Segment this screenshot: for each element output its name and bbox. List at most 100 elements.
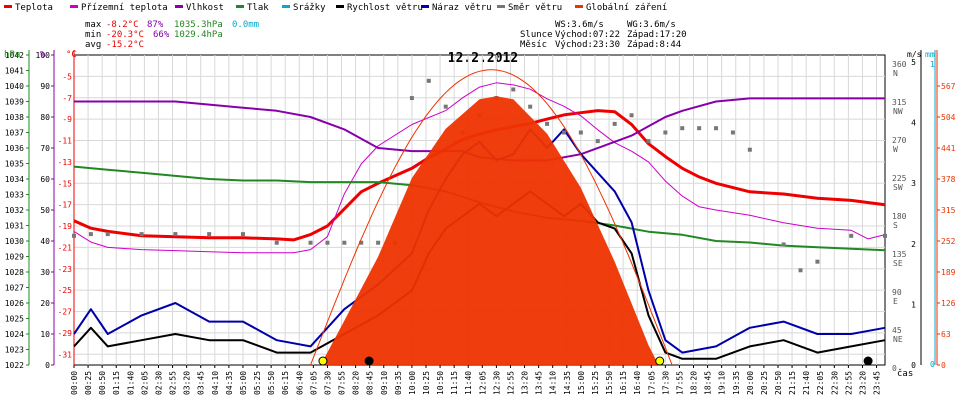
hpa-tick-label: 1030 bbox=[5, 237, 24, 246]
dir-cardinal-label: NE bbox=[893, 335, 903, 344]
ms-unit: m/s bbox=[907, 50, 922, 59]
legend-swatch bbox=[236, 5, 244, 8]
x-tick-label: 21:40 bbox=[802, 371, 811, 395]
series-smer-vetru-point bbox=[798, 268, 803, 273]
hum-tick-label: 0 bbox=[45, 361, 50, 370]
rad-tick-label: 0 bbox=[941, 361, 946, 370]
ms-tick-label: 1 bbox=[911, 300, 916, 309]
stat-avg-label: avg bbox=[85, 40, 101, 50]
stat-rain: 0.0mm bbox=[232, 20, 259, 30]
rad-tick-label: 189 bbox=[941, 268, 956, 277]
temp-tick-label: -23 bbox=[58, 265, 73, 274]
x-tick-label: 12:30 bbox=[492, 371, 501, 395]
temp-unit: °C bbox=[66, 50, 77, 60]
x-tick-label: 21:15 bbox=[788, 371, 797, 395]
x-tick-label: 06:40 bbox=[295, 371, 304, 395]
ms-tick-label: 0 bbox=[911, 361, 916, 370]
dir-cardinal-label: N bbox=[893, 69, 898, 78]
x-tick-label: 11:15 bbox=[450, 371, 459, 395]
hum-unit: % bbox=[40, 50, 46, 60]
dir-tick-label: 180 bbox=[892, 212, 907, 221]
x-tick-label: 07:05 bbox=[309, 371, 318, 395]
x-tick-label: 12:55 bbox=[506, 371, 515, 395]
hpa-tick-label: 1033 bbox=[5, 191, 24, 200]
x-tick-label: 04:35 bbox=[225, 371, 234, 395]
temp-tick-label: -11 bbox=[58, 137, 73, 146]
moonrise: Východ:23:30 bbox=[555, 40, 620, 50]
x-tick-label: 19:35 bbox=[732, 371, 741, 395]
hpa-tick-label: 1025 bbox=[5, 315, 24, 324]
hpa-tick-label: 1036 bbox=[5, 144, 24, 153]
stat-max-temp: -8.2°C bbox=[106, 20, 139, 30]
stat-max-press: 1035.3hPa bbox=[174, 20, 223, 30]
x-tick-label: 10:25 bbox=[422, 371, 431, 395]
x-tick-label: 11:40 bbox=[464, 371, 473, 395]
x-tick-label: 17:30 bbox=[661, 371, 670, 395]
x-tick-label: 03:20 bbox=[183, 371, 192, 395]
series-smer-vetru-point bbox=[714, 126, 719, 131]
dir-tick-label: 360 bbox=[892, 60, 907, 69]
dir-tick-label: 90 bbox=[892, 288, 902, 297]
sunset: Západ:17:20 bbox=[627, 30, 687, 40]
series-smer-vetru-point bbox=[612, 121, 617, 126]
x-tick-label: 18:20 bbox=[690, 371, 699, 395]
stat-min-hum: 66% bbox=[153, 30, 170, 40]
legend-swatch bbox=[70, 5, 78, 8]
x-tick-label: 12:05 bbox=[478, 371, 487, 395]
series-globalni-zareni bbox=[320, 96, 659, 366]
temp-tick-label: -5 bbox=[62, 72, 72, 81]
x-tick-label: 02:05 bbox=[140, 371, 149, 395]
x-tick-label: 00:25 bbox=[84, 371, 93, 395]
hpa-tick-label: 1042 bbox=[5, 51, 24, 60]
x-tick-label: 22:55 bbox=[844, 371, 853, 395]
mm-unit: mm bbox=[925, 50, 935, 59]
hum-tick-label: 70 bbox=[40, 144, 50, 153]
series-smer-vetru-point bbox=[173, 232, 178, 237]
x-tick-label: 10:00 bbox=[408, 371, 417, 395]
legend-swatch bbox=[4, 5, 12, 8]
stat-max-label: max bbox=[85, 20, 102, 30]
legend-label: Přízemní teplota bbox=[81, 3, 168, 13]
dir-cardinal-label: S bbox=[893, 221, 898, 230]
x-tick-label: 10:50 bbox=[436, 371, 445, 395]
x-tick-label: 08:20 bbox=[352, 371, 361, 395]
series-globalni-zareni-max bbox=[310, 69, 673, 366]
hpa-tick-label: 1022 bbox=[5, 361, 24, 370]
mm-tick-label: 0 bbox=[930, 360, 935, 369]
x-tick-label: 02:30 bbox=[154, 371, 163, 395]
x-tick-label: 20:25 bbox=[760, 371, 769, 395]
legend-label: Rychlost větru bbox=[347, 3, 423, 13]
series-smer-vetru-point bbox=[595, 139, 600, 144]
series-smer-vetru-point bbox=[88, 232, 93, 237]
x-tick-label: 17:05 bbox=[647, 371, 656, 395]
x-tick-label: 05:25 bbox=[253, 371, 262, 395]
stat-min-label: min bbox=[85, 30, 101, 40]
x-tick-label: 03:45 bbox=[197, 371, 206, 395]
series-smer-vetru-point bbox=[730, 130, 735, 135]
rad-tick-label: 378 bbox=[941, 175, 956, 184]
series-smer-vetru-point bbox=[207, 232, 212, 237]
series-smer-vetru-point bbox=[680, 126, 685, 131]
series-smer-vetru-point bbox=[409, 96, 414, 101]
series-smer-vetru-point bbox=[697, 126, 702, 131]
hum-tick-label: 80 bbox=[40, 113, 50, 122]
moon-marker bbox=[863, 356, 873, 366]
series-smer-vetru-point bbox=[308, 240, 313, 245]
legend-label: Vlhkost bbox=[186, 3, 224, 13]
stat-min-temp: -20.3°C bbox=[106, 30, 144, 40]
dir-cardinal-label: E bbox=[893, 297, 898, 306]
temp-tick-label: -7 bbox=[62, 94, 72, 103]
series-smer-vetru-point bbox=[849, 233, 854, 238]
rad-tick-label: 126 bbox=[941, 299, 956, 308]
series-smer-vetru-point bbox=[511, 87, 516, 92]
x-tick-label: 15:25 bbox=[591, 371, 600, 395]
legend-swatch bbox=[282, 5, 290, 8]
x-tick-label: 09:35 bbox=[394, 371, 403, 395]
hum-tick-label: 30 bbox=[40, 268, 50, 277]
dir-cardinal-label: W bbox=[893, 145, 898, 154]
series-smer-vetru-point bbox=[629, 113, 634, 118]
legend-label: Tlak bbox=[247, 3, 269, 13]
x-tick-label: 07:55 bbox=[338, 371, 347, 395]
legend-label: Teplota bbox=[15, 3, 53, 13]
series-smer-vetru-point bbox=[426, 78, 431, 83]
